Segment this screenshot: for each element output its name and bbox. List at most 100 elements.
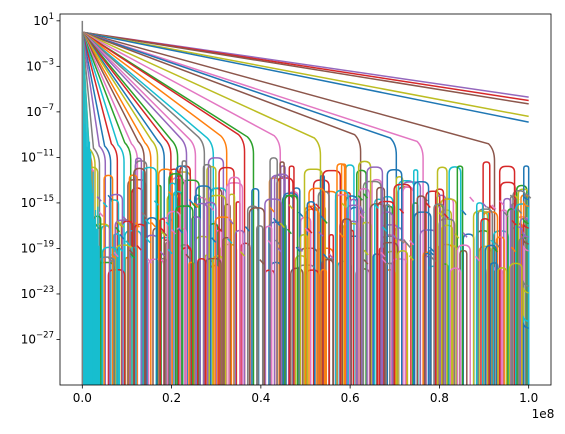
series-line: [522, 279, 529, 385]
series-line: [167, 248, 173, 255]
series-line: [142, 166, 158, 385]
series-line: [273, 173, 290, 385]
series-line: [295, 246, 301, 253]
series-line: [286, 228, 292, 235]
x-tick-label: 0.2: [162, 391, 181, 405]
x-offset-label: 1e8: [532, 407, 555, 421]
series-line: [462, 232, 468, 238]
series-line: [118, 222, 124, 228]
series-line: [509, 194, 515, 201]
series-line: [188, 261, 195, 385]
series-line: [362, 193, 369, 199]
series-line: [499, 200, 505, 206]
series-line: [288, 204, 294, 210]
series-line: [191, 202, 197, 209]
y-tick-label: 10−23: [21, 285, 54, 301]
series-line: [322, 169, 342, 385]
series-line: [275, 239, 281, 246]
series-line: [384, 204, 391, 385]
series-line: [430, 256, 436, 262]
series-line: [208, 194, 227, 385]
series-line: [168, 191, 174, 197]
series-line: [256, 225, 264, 385]
series-line: [259, 259, 265, 265]
series-line: [203, 201, 217, 385]
series-line: [125, 240, 131, 246]
series-line: [503, 197, 512, 385]
series-line: [114, 226, 121, 233]
series-line: [81, 31, 197, 385]
series-line: [358, 188, 371, 385]
series-line: [107, 194, 113, 201]
series-line: [102, 201, 108, 208]
series-line: [399, 208, 405, 214]
series-line: [107, 256, 113, 263]
series-line: [165, 221, 171, 228]
series-line: [307, 228, 313, 234]
series-line: [341, 202, 347, 209]
series-line: [122, 216, 128, 222]
series-line: [81, 31, 159, 385]
series-line: [413, 180, 430, 385]
series-line: [119, 233, 125, 240]
series-line: [282, 192, 299, 385]
series-line: [357, 195, 363, 201]
series-line: [288, 165, 295, 385]
series-line: [522, 321, 529, 385]
series-line: [82, 31, 529, 105]
series-line: [81, 31, 132, 385]
series-line: [334, 189, 349, 385]
series-line: [322, 253, 328, 259]
series-line: [98, 211, 104, 218]
series-line: [277, 247, 283, 253]
series-line: [162, 230, 168, 237]
series-line: [349, 198, 358, 385]
series-line: [96, 196, 102, 202]
series-line: [82, 31, 496, 385]
series-line: [366, 166, 384, 385]
series-line: [81, 32, 107, 385]
series-line: [81, 31, 188, 385]
y-tick-label-exponent: −19: [36, 239, 54, 249]
series-line: [304, 227, 310, 234]
series-line: [269, 206, 275, 213]
series-line: [207, 157, 225, 385]
y-tick-label-base: 10: [21, 196, 36, 210]
series-line: [490, 239, 496, 246]
series-line: [81, 31, 179, 385]
series-line: [478, 245, 493, 385]
series-line: [279, 161, 285, 385]
series-line: [363, 249, 369, 256]
series-line: [195, 185, 212, 385]
series-line: [522, 286, 529, 385]
series-line: [82, 31, 398, 385]
series-line: [319, 214, 325, 221]
series-line: [409, 239, 415, 246]
series-line: [399, 238, 405, 244]
series-line: [147, 258, 153, 264]
series-line: [515, 184, 528, 385]
y-tick-label-exponent: −23: [36, 285, 54, 295]
series-line: [482, 202, 488, 208]
series-line: [111, 253, 117, 260]
series-line: [144, 218, 151, 225]
series-line: [202, 163, 212, 385]
series-line: [275, 220, 281, 226]
series-line: [82, 31, 424, 385]
series-line: [381, 257, 387, 264]
series-line: [279, 222, 285, 229]
series-line: [297, 246, 304, 252]
series-line: [175, 205, 194, 385]
series-line: [413, 169, 419, 385]
series-line: [81, 31, 125, 385]
y-tick-label: 10−11: [21, 148, 54, 164]
series-line: [185, 253, 191, 260]
x-tick-label: 0.6: [341, 391, 360, 405]
y-tick-label-base: 10: [21, 150, 36, 164]
series-line: [514, 194, 520, 201]
series-line: [81, 31, 255, 385]
series-line: [228, 218, 234, 225]
series-line: [380, 211, 394, 385]
series-line: [422, 195, 428, 202]
